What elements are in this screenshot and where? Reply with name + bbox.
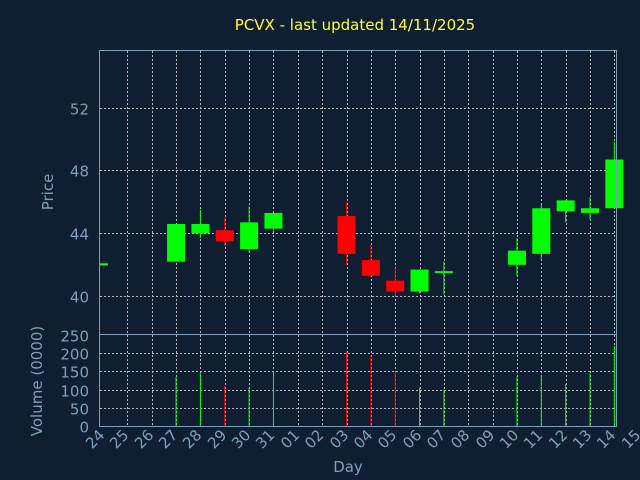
volume-tick-label: 150 (60, 364, 89, 382)
x-tick-label: 02 (301, 426, 327, 452)
candle-body (556, 200, 575, 212)
volume-tick-label: 250 (60, 328, 89, 346)
x-tick-label: 25 (106, 426, 132, 452)
candle-body (264, 212, 283, 229)
x-tick-label: 01 (277, 426, 303, 452)
volume-bars (175, 345, 615, 426)
volume-tick-label: 0 (79, 419, 89, 437)
volume-gridlines (100, 335, 616, 426)
x-tick-label: 03 (326, 426, 352, 452)
price-y-ticks: 40 44 48 52 (70, 101, 89, 307)
candle-body (361, 260, 380, 276)
candle-body (434, 271, 453, 274)
candle-body (337, 216, 356, 254)
x-tick-label: 05 (374, 426, 400, 452)
candle-body (167, 223, 186, 262)
price-tick-label: 52 (70, 101, 89, 119)
x-tick-label: 07 (423, 426, 449, 452)
candle-body (100, 263, 108, 266)
x-tick-label: 11 (520, 426, 546, 452)
x-tick-label: 26 (131, 426, 157, 452)
price-tick-label: 44 (70, 226, 89, 244)
x-tick-label: 27 (155, 426, 181, 452)
x-ticks: 2425262728293031010203040506070809101112… (82, 426, 640, 452)
candle-body (215, 230, 234, 242)
x-tick-label: 14 (593, 426, 619, 452)
price-tick-label: 48 (70, 163, 89, 181)
candle-body (581, 208, 599, 213)
x-tick-label: 04 (350, 426, 376, 452)
candles (100, 142, 624, 298)
candle-body (240, 222, 259, 250)
x-tick-label: 28 (179, 426, 205, 452)
candle-body (507, 250, 526, 265)
candle-body (410, 269, 429, 292)
volume-tick-label: 200 (60, 346, 89, 364)
x-tick-label: 29 (204, 426, 230, 452)
price-axis-label: Price (39, 174, 57, 211)
price-panel-frame (99, 50, 617, 335)
price-tick-label: 40 (70, 289, 89, 307)
x-tick-label: 31 (252, 426, 278, 452)
candle-body (386, 280, 405, 292)
volume-tick-label: 50 (70, 401, 89, 419)
candle-body (532, 208, 551, 254)
volume-panel-frame (99, 334, 617, 427)
candle-body (191, 223, 210, 234)
chart-title: PCVX - last updated 14/11/2025 (235, 16, 475, 34)
x-axis-label: Day (333, 458, 363, 476)
x-tick-label: 12 (545, 426, 571, 452)
x-tick-label: 13 (569, 426, 595, 452)
x-tick-label: 30 (228, 426, 254, 452)
x-tick-label: 10 (496, 426, 522, 452)
volume-tick-label: 100 (60, 383, 89, 401)
candle-body (605, 159, 624, 209)
x-tick-label: 09 (472, 426, 498, 452)
x-tick-label: 15 (618, 426, 640, 452)
x-tick-label: 08 (447, 426, 473, 452)
price-gridlines (100, 51, 616, 334)
volume-axis-label: Volume (0000) (28, 326, 46, 436)
x-tick-label: 06 (399, 426, 425, 452)
